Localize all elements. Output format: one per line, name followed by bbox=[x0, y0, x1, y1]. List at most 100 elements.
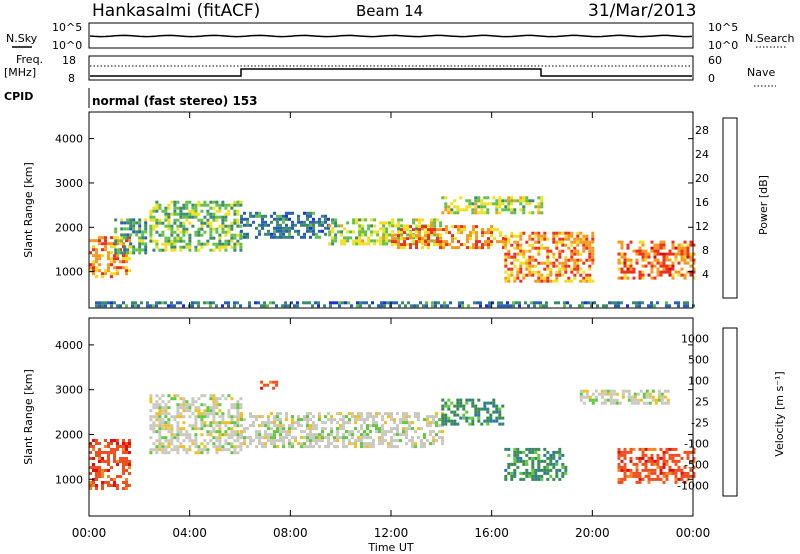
echo-cell bbox=[221, 215, 225, 219]
echo-cell bbox=[264, 430, 267, 434]
noise-tick-right-top: 10^5 bbox=[708, 21, 738, 34]
echo-cell bbox=[396, 412, 399, 416]
echo-cell bbox=[507, 453, 511, 457]
y-tick-label: 4000 bbox=[55, 133, 83, 146]
echo-cell bbox=[585, 234, 589, 238]
echo-cell bbox=[167, 439, 171, 443]
echo-cell bbox=[674, 453, 678, 457]
echo-cell bbox=[677, 453, 681, 457]
echo-cell bbox=[218, 409, 222, 413]
echo-cell bbox=[620, 477, 624, 481]
echo-cell bbox=[608, 301, 611, 305]
echo-cell bbox=[620, 465, 624, 469]
echo-cell bbox=[185, 448, 189, 452]
echo-cell bbox=[122, 457, 125, 460]
echo-cell bbox=[483, 202, 487, 206]
echo-cell bbox=[588, 249, 592, 253]
echo-cell bbox=[662, 258, 666, 262]
echo-cell bbox=[439, 243, 442, 247]
echo-cell bbox=[338, 304, 341, 308]
echo-cell bbox=[415, 240, 418, 244]
echo-cell bbox=[626, 468, 630, 472]
echo-cell bbox=[279, 223, 282, 227]
echo-cell bbox=[101, 304, 104, 308]
echo-cell bbox=[243, 217, 246, 221]
echo-cell bbox=[224, 442, 228, 446]
echo-cell bbox=[95, 275, 98, 279]
echo-cell bbox=[573, 276, 577, 280]
echo-cell bbox=[564, 267, 568, 271]
echo-cell bbox=[164, 209, 168, 213]
echo-cell bbox=[397, 246, 400, 250]
echo-cell bbox=[270, 412, 273, 416]
echo-cell bbox=[563, 304, 566, 308]
echo-cell bbox=[466, 237, 469, 241]
echo-cell bbox=[525, 249, 529, 253]
echo-cell bbox=[155, 415, 159, 419]
echo-cell bbox=[650, 276, 654, 280]
echo-cell bbox=[369, 436, 372, 440]
echo-cell bbox=[129, 227, 133, 231]
echo-cell bbox=[617, 456, 621, 460]
echo-cell bbox=[125, 457, 128, 460]
echo-cell bbox=[267, 415, 270, 419]
echo-cell bbox=[513, 447, 517, 451]
echo-cell bbox=[573, 252, 577, 256]
echo-cell bbox=[221, 394, 225, 398]
echo-cell bbox=[647, 304, 650, 308]
echo-cell bbox=[170, 200, 174, 204]
echo-cell bbox=[167, 304, 170, 308]
echo-cell bbox=[288, 232, 291, 236]
echo-cell bbox=[294, 427, 297, 431]
echo-cell bbox=[276, 424, 279, 428]
echo-cell bbox=[588, 279, 592, 283]
echo-cell bbox=[324, 226, 327, 230]
noise-tick-left-bottom: 10^0 bbox=[52, 39, 82, 52]
echo-cell bbox=[261, 415, 264, 419]
echo-cell bbox=[203, 415, 207, 419]
echo-cell bbox=[680, 468, 684, 472]
echo-cell bbox=[540, 477, 544, 481]
echo-cell bbox=[347, 301, 350, 305]
echo-cell bbox=[459, 208, 463, 212]
echo-cell bbox=[340, 224, 344, 228]
echo-cell bbox=[441, 407, 445, 411]
echo-cell bbox=[110, 257, 113, 261]
echo-cell bbox=[113, 454, 116, 457]
echo-cell bbox=[246, 223, 249, 227]
echo-cell bbox=[138, 236, 142, 240]
echo-cell bbox=[155, 245, 159, 249]
echo-cell bbox=[294, 436, 297, 440]
echo-cell bbox=[324, 220, 327, 224]
echo-cell bbox=[173, 304, 176, 308]
echo-cell bbox=[385, 236, 389, 240]
echo-cell bbox=[240, 424, 243, 428]
echo-cell bbox=[411, 421, 414, 425]
echo-cell bbox=[197, 409, 201, 413]
echo-cell bbox=[246, 232, 249, 236]
echo-cell bbox=[107, 269, 110, 273]
echo-cell bbox=[379, 242, 383, 246]
echo-cell bbox=[502, 240, 505, 244]
echo-cell bbox=[224, 218, 228, 222]
echo-cell bbox=[584, 301, 587, 305]
echo-cell bbox=[288, 226, 291, 230]
echo-cell bbox=[113, 460, 116, 463]
echo-cell bbox=[318, 415, 321, 419]
echo-cell bbox=[492, 202, 496, 206]
echo-cell bbox=[158, 415, 162, 419]
freq-tick-right-top: 60 bbox=[708, 54, 722, 67]
echo-cell bbox=[474, 407, 478, 411]
echo-cell bbox=[555, 273, 559, 277]
echo-cell bbox=[527, 304, 530, 308]
echo-cell bbox=[261, 421, 264, 425]
echo-cell bbox=[149, 424, 153, 428]
echo-cell bbox=[236, 221, 240, 225]
echo-cell bbox=[155, 430, 159, 434]
y-tick-label: 3000 bbox=[55, 177, 83, 190]
echo-cell bbox=[450, 419, 454, 423]
echo-cell bbox=[481, 231, 484, 235]
echo-cell bbox=[495, 205, 499, 209]
echo-cell bbox=[445, 243, 448, 247]
echo-cell bbox=[158, 439, 162, 443]
